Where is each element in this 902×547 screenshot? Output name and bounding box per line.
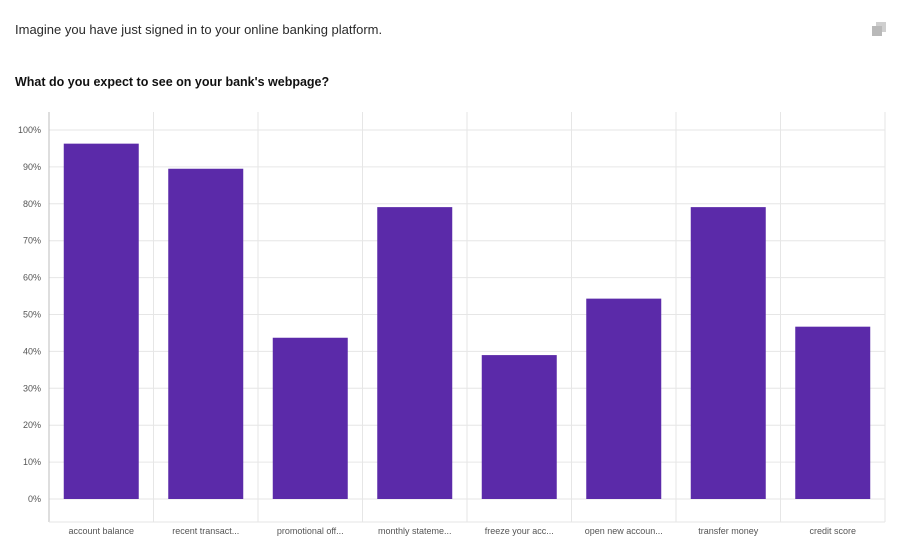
question-title: What do you expect to see on your bank's… bbox=[15, 75, 330, 89]
x-tick-label: promotional off... bbox=[277, 526, 344, 536]
y-tick-label: 10% bbox=[23, 457, 41, 467]
y-tick-label: 50% bbox=[23, 310, 41, 320]
intro-text: Imagine you have just signed in to your … bbox=[15, 22, 383, 37]
bar[interactable] bbox=[168, 168, 244, 499]
bar[interactable] bbox=[586, 298, 662, 499]
x-tick-label: transfer money bbox=[698, 526, 759, 536]
bar[interactable] bbox=[690, 207, 766, 499]
bar[interactable] bbox=[272, 337, 348, 499]
copy-icon[interactable] bbox=[871, 21, 887, 37]
y-tick-label: 70% bbox=[23, 236, 41, 246]
y-tick-label: 40% bbox=[23, 346, 41, 356]
y-tick-label: 20% bbox=[23, 420, 41, 430]
x-tick-label: open new accoun... bbox=[585, 526, 663, 536]
bar[interactable] bbox=[63, 143, 139, 499]
y-tick-label: 30% bbox=[23, 383, 41, 393]
x-tick-label: credit score bbox=[809, 526, 856, 536]
bar[interactable] bbox=[377, 207, 453, 499]
y-tick-label: 60% bbox=[23, 273, 41, 283]
x-tick-label: monthly stateme... bbox=[378, 526, 452, 536]
y-tick-label: 90% bbox=[23, 162, 41, 172]
x-tick-label: freeze your acc... bbox=[485, 526, 554, 536]
bar[interactable] bbox=[481, 355, 557, 499]
x-axis-labels: account balance recent transact... promoti… bbox=[68, 526, 856, 536]
bar-chart: 0% 10% 20% 30% 40% 50% 60% 70% 80% 90% 100% accoun… bbox=[18, 112, 886, 536]
y-tick-label: 0% bbox=[28, 494, 41, 504]
bar[interactable] bbox=[795, 326, 871, 499]
x-tick-label: account balance bbox=[68, 526, 134, 536]
chart-bars bbox=[63, 143, 871, 499]
y-axis-ticks: 0% 10% 20% 30% 40% 50% 60% 70% 80% 90% 100% bbox=[18, 125, 41, 504]
y-tick-label: 100% bbox=[18, 125, 41, 135]
x-tick-label: recent transact... bbox=[172, 526, 239, 536]
y-tick-label: 80% bbox=[23, 199, 41, 209]
